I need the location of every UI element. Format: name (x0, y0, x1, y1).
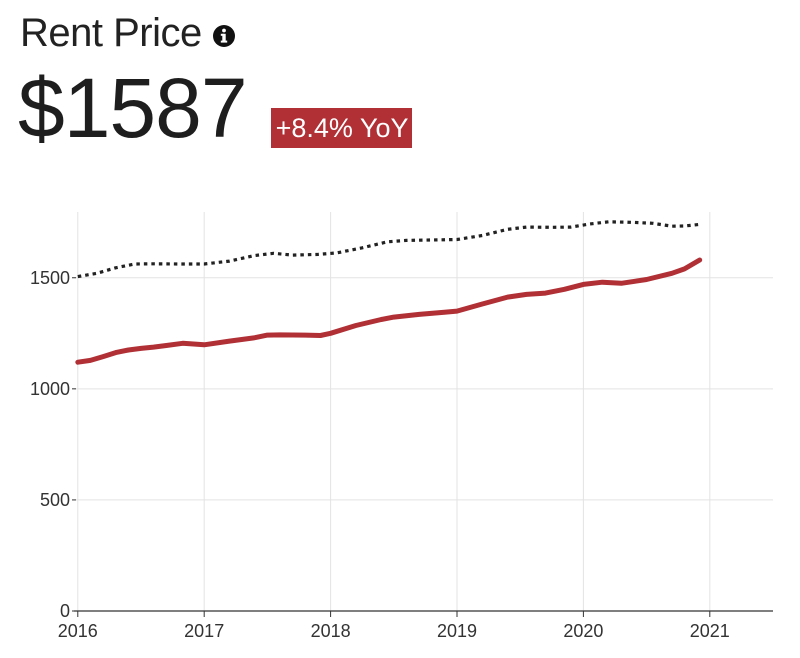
comparison-rent-line (77, 220, 700, 279)
series (75, 220, 703, 365)
current-price: $1587 (18, 61, 248, 155)
x-tick-label: 2019 (437, 621, 477, 641)
price-row: $1587 +8.4% YoY (18, 61, 413, 155)
grid (74, 212, 773, 611)
x-tick-label: 2017 (184, 621, 224, 641)
yoy-change-badge: +8.4% YoY (270, 108, 413, 148)
tick-labels: 0 500 1000 1500 2016 2017 2018 2019 2020 2021 (30, 268, 730, 641)
y-tick-label: 1000 (30, 379, 70, 399)
rent-price-line (75, 257, 703, 365)
x-tick-label: 2021 (690, 621, 730, 641)
axes (72, 277, 773, 617)
x-tick-label: 2020 (563, 621, 603, 641)
page-title: Rent Price (20, 10, 202, 55)
y-tick-label: 0 (60, 601, 70, 621)
x-tick-label: 2018 (311, 621, 351, 641)
title-row: Rent Price (20, 8, 236, 58)
x-tick-label: 2016 (58, 621, 98, 641)
y-tick-label: 500 (40, 490, 70, 510)
info-circle-icon[interactable] (212, 24, 236, 48)
y-tick-label: 1500 (30, 268, 70, 288)
